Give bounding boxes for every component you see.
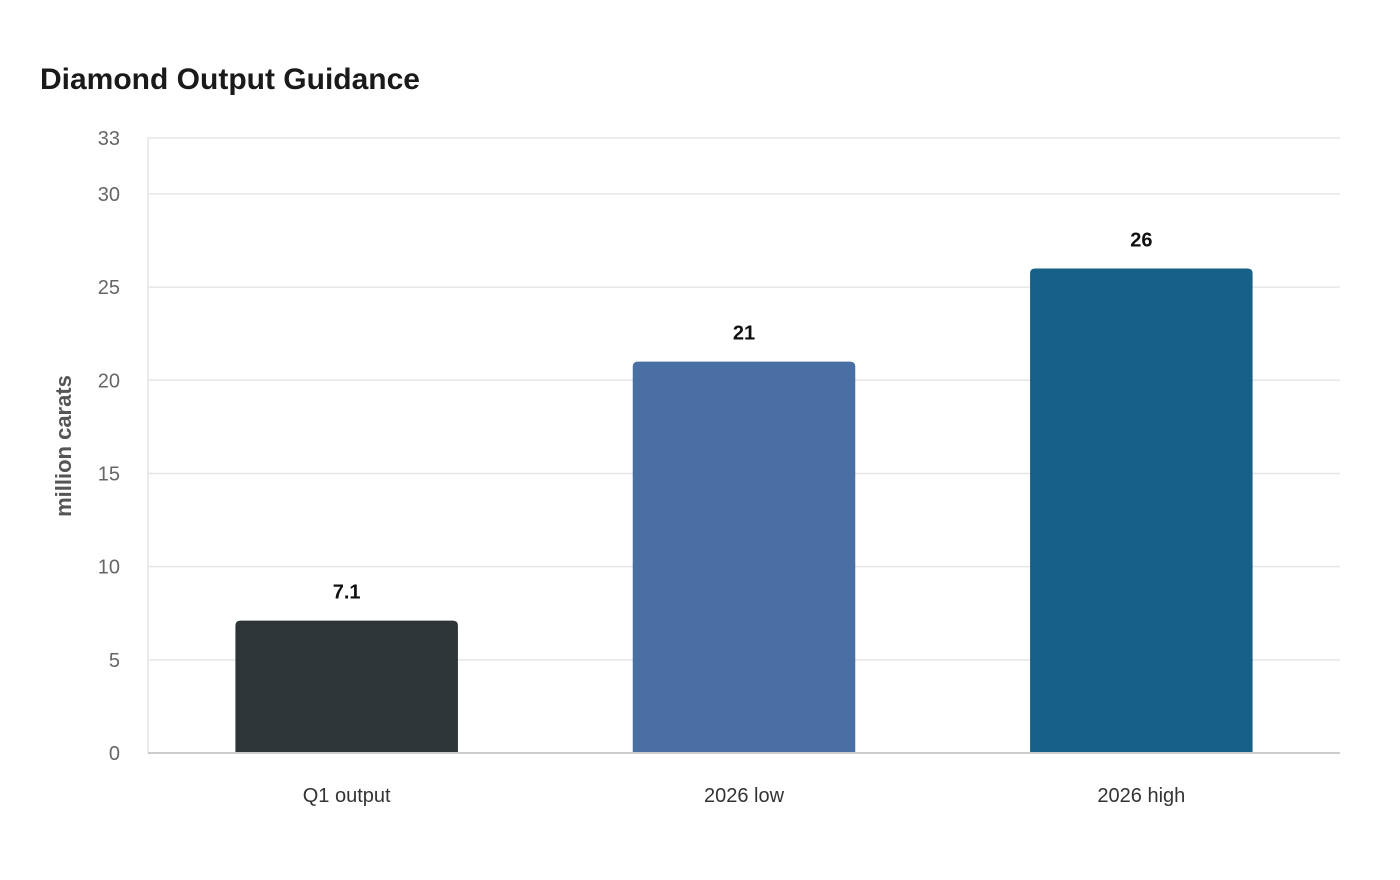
data-label: 7.1 (333, 582, 361, 604)
y-axis-title: million carats (51, 375, 76, 517)
chart-title: Diamond Output Guidance (40, 63, 420, 96)
x-tick-label: Q1 output (303, 785, 391, 807)
x-tick-label: 2026 low (704, 785, 785, 807)
bar-2026-high (1030, 268, 1253, 753)
y-tick-label: 15 (98, 463, 120, 485)
data-label: 26 (1130, 229, 1152, 251)
data-label: 21 (733, 323, 755, 345)
y-tick-label: 5 (109, 650, 120, 672)
y-tick-label: 10 (98, 557, 120, 579)
x-tick-label: 2026 high (1097, 785, 1185, 807)
bar-2026-low (632, 361, 856, 753)
y-tick-label: 20 (98, 370, 120, 392)
y-tick-label: 33 (98, 128, 120, 150)
y-axis: 0 5 10 15 20 25 30 33 (98, 128, 149, 765)
y-tick-label: 25 (98, 277, 120, 299)
bar-q1-output (235, 620, 458, 753)
y-tick-label: 30 (98, 184, 120, 206)
x-axis: Q1 output 2026 low 2026 high (148, 752, 1340, 807)
y-tick-label: 0 (109, 743, 120, 765)
bars: 7.1 21 26 (235, 229, 1253, 753)
